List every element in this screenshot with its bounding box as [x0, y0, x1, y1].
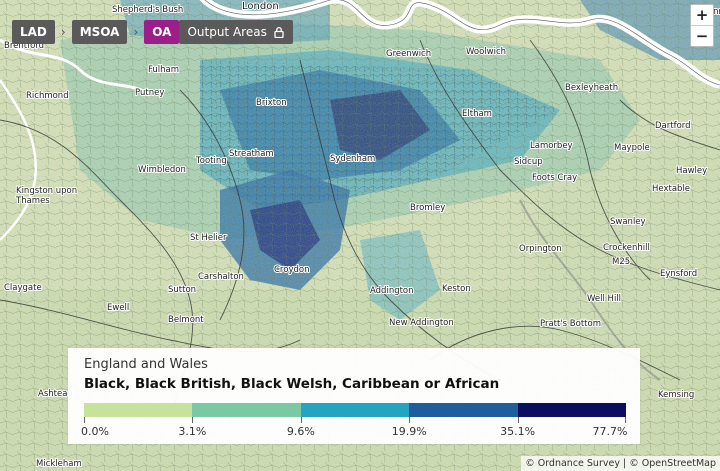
place-label: Belmont	[168, 315, 204, 325]
place-label: Sidcup	[514, 157, 543, 167]
legend-color-bar	[84, 403, 627, 417]
place-label: Sutton	[168, 285, 196, 295]
legend-tick	[625, 417, 626, 423]
map-legend: England and Wales Black, Black British, …	[68, 348, 640, 444]
breadcrumb-lad[interactable]: LAD	[12, 20, 55, 44]
legend-tick	[300, 417, 302, 423]
legend-break-label: 77.7%	[592, 425, 628, 438]
place-label: Eltham	[462, 109, 492, 119]
place-label: Well Hill	[587, 294, 621, 304]
place-label: Dartford	[655, 121, 691, 131]
legend-tick	[409, 417, 411, 423]
legend-break-label: 9.6%	[286, 425, 315, 438]
place-label: Foots Cray	[532, 173, 577, 183]
legend-break-label: 0.0%	[81, 425, 109, 438]
place-label: Kemsing	[658, 390, 694, 400]
place-label: Greenwich	[386, 49, 431, 59]
legend-break-label: 3.1%	[178, 425, 207, 438]
legend-labels: 0.0% 3.1% 9.6% 19.9% 35.1% 77.7%	[68, 425, 640, 441]
legend-tick	[192, 417, 194, 423]
place-label: Putney	[135, 88, 164, 98]
place-label: Keston	[442, 284, 471, 294]
place-label: Hextable	[652, 184, 690, 194]
legend-ticks	[84, 417, 626, 423]
breadcrumb-oa[interactable]: OA	[144, 20, 180, 44]
place-label: Shepherd's Bush	[112, 5, 183, 15]
place-label: Orpington	[519, 244, 562, 254]
legend-swatch-4	[409, 403, 518, 417]
chevron-right-icon: ›	[60, 25, 66, 39]
breadcrumb-msoa[interactable]: MSOA	[71, 20, 128, 44]
place-label: Maypole	[614, 143, 650, 153]
place-label: Claygate	[4, 283, 42, 293]
place-label: New Addington	[389, 318, 454, 328]
place-label: Richmond	[26, 91, 69, 101]
place-label: Sydenham	[330, 154, 375, 164]
zoom-controls: + −	[690, 4, 714, 47]
place-label: Kingston upon	[16, 186, 77, 196]
place-label: Brixton	[256, 98, 287, 108]
place-label: Bexleyheath	[565, 83, 618, 93]
place-label: St Helier	[190, 233, 227, 243]
place-label: Thames	[15, 196, 50, 206]
place-label: Woolwich	[466, 47, 506, 57]
zoom-out-button[interactable]: −	[691, 25, 713, 46]
place-label: Ewell	[107, 303, 129, 313]
river-thames-edge	[204, 0, 720, 86]
place-label: Carshalton	[198, 272, 244, 282]
place-label: Streatham	[229, 149, 274, 159]
legend-swatch-5	[517, 403, 627, 417]
place-label: Pratt's Bottom	[540, 319, 601, 329]
place-label: Tooting	[195, 156, 227, 166]
legend-break-label: 19.9%	[391, 425, 427, 438]
place-label: Swanley	[610, 217, 646, 227]
place-label: Hawley	[676, 166, 707, 176]
place-label: Eynsford	[660, 269, 697, 279]
legend-break-label: 35.1%	[500, 425, 536, 438]
legend-swatch-2	[192, 403, 301, 417]
river-thames-west	[0, 79, 38, 241]
place-label: Ashtead	[38, 389, 73, 399]
place-label: Croydon	[274, 265, 309, 275]
geography-level-label[interactable]: Output Areas	[179, 20, 293, 44]
place-label: London	[242, 1, 279, 12]
river-west	[0, 38, 151, 97]
legend-swatch-1	[84, 403, 193, 417]
place-label: Bromley	[410, 203, 445, 213]
geography-level-text: Output Areas	[187, 25, 267, 39]
place-label: Wimbledon	[138, 165, 186, 175]
place-label: Lamorbey	[530, 141, 573, 151]
lock-icon	[274, 26, 284, 38]
legend-tick	[517, 417, 519, 423]
chevron-right-icon: ›	[133, 25, 139, 39]
place-label: M25	[612, 257, 630, 267]
legend-region: England and Wales	[84, 357, 208, 372]
place-label: Addington	[370, 286, 414, 296]
geography-breadcrumb: LAD › MSOA › OA Output Areas	[12, 20, 293, 44]
zoom-in-button[interactable]: +	[695, 6, 709, 24]
legend-tick	[84, 417, 85, 423]
map-attribution[interactable]: © Ordnance Survey | © OpenStreetMap	[521, 456, 720, 471]
legend-swatch-3	[300, 403, 410, 417]
place-label: Fulham	[148, 65, 179, 75]
place-label: Mickleham	[36, 459, 82, 469]
place-label: Crockenhill	[603, 243, 650, 253]
legend-title: Black, Black British, Black Welsh, Carib…	[84, 376, 500, 392]
